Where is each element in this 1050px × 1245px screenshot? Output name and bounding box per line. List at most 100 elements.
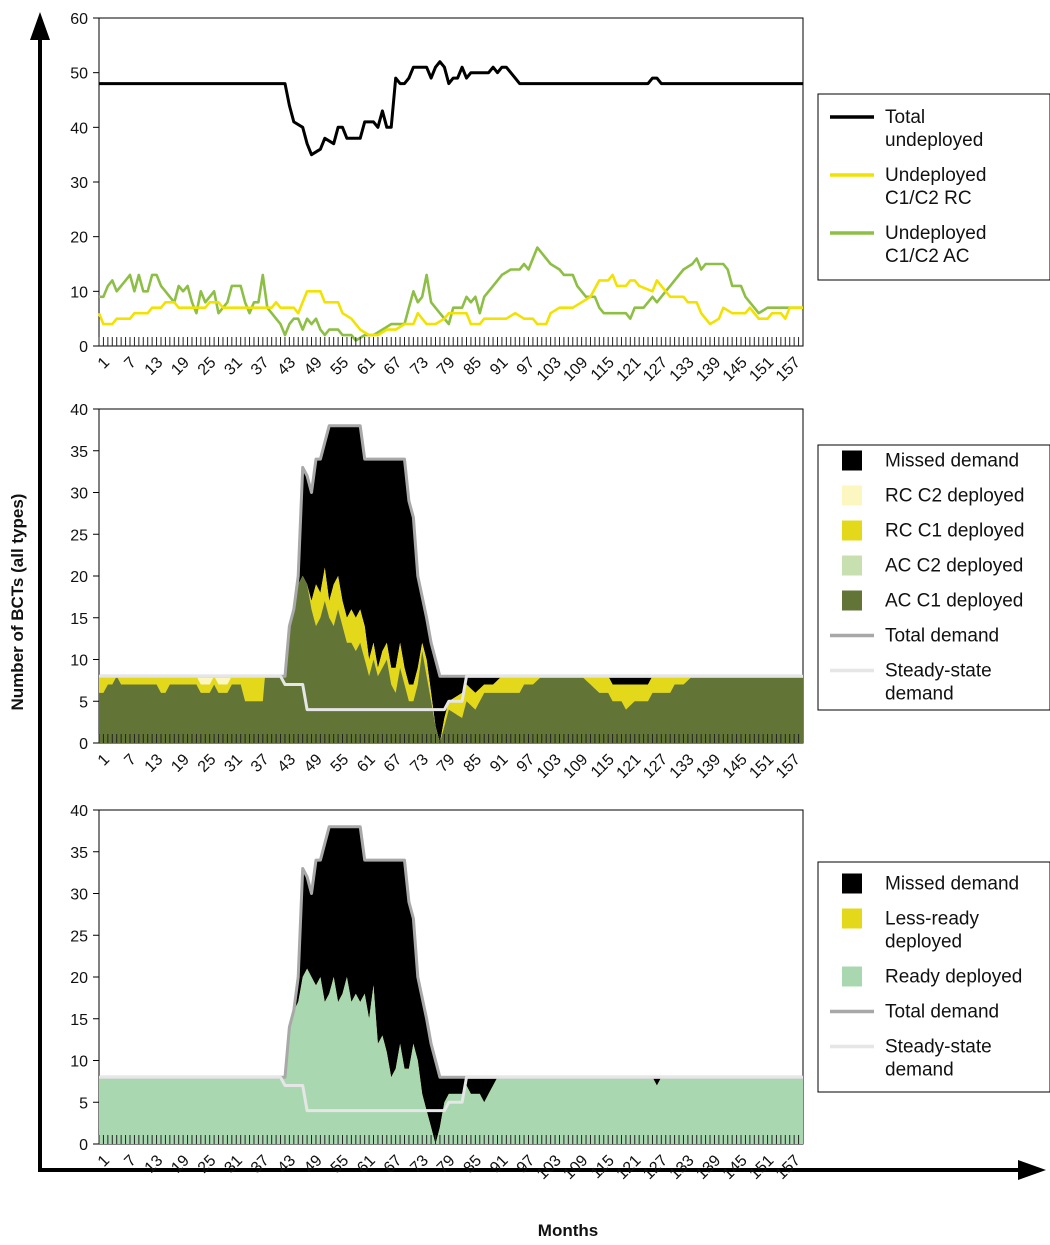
x-tick-label: 157 xyxy=(773,1152,804,1183)
area-ac-c1 xyxy=(99,576,803,743)
x-tick-label: 145 xyxy=(720,354,751,385)
y-tick-label: 40 xyxy=(70,803,88,820)
x-tick-label: 7 xyxy=(121,1152,139,1170)
x-tick-label: 133 xyxy=(667,1152,698,1183)
x-tick-label: 37 xyxy=(248,354,273,379)
x-tick-label: 127 xyxy=(640,751,671,782)
legend-label: Ready deployed xyxy=(885,967,1022,988)
x-tick-label: 127 xyxy=(640,1152,671,1183)
outer-x-axis-arrow xyxy=(1018,1160,1046,1180)
legend-label: Missed demand xyxy=(885,451,1019,472)
x-tick-label: 7 xyxy=(121,354,139,372)
x-tick-label: 121 xyxy=(614,1152,645,1183)
x-tick-label: 157 xyxy=(773,751,804,782)
x-tick-label: 19 xyxy=(168,751,193,776)
chart-deployed-by-readiness: 1 7 13 19 25 31 37 43 49 55 61 67 73 79 85 91 9710310911… xyxy=(70,803,1050,1183)
x-tick-label: 103 xyxy=(534,1152,565,1183)
y-tick-label: 25 xyxy=(70,928,88,945)
x-tick-label: 1 xyxy=(95,1152,113,1170)
x-tick-label: 91 xyxy=(487,751,512,776)
x-tick-label: 1 xyxy=(95,751,113,769)
x-tick-label: 139 xyxy=(693,354,724,385)
line-total-demand xyxy=(99,424,803,678)
x-tick-label: 133 xyxy=(667,354,698,385)
x-tick-label: 61 xyxy=(354,354,379,379)
x-tick-label: 31 xyxy=(221,354,246,379)
outer-axes xyxy=(30,12,1046,1180)
y-tick-label: 40 xyxy=(70,402,88,419)
x-tick-label: 109 xyxy=(560,751,591,782)
legend-label: C1/C2 RC xyxy=(885,188,972,209)
y-tick-layer: 0 5 10 15 20 25 30 35 40 xyxy=(70,803,99,1154)
demand-line-layer xyxy=(99,424,803,712)
x-tick-label: 73 xyxy=(407,1152,432,1177)
x-tick-label: 25 xyxy=(195,1152,220,1177)
x-tick-label: 85 xyxy=(461,1152,486,1177)
x-tick-label: 31 xyxy=(221,1152,246,1177)
legend-label: Total demand xyxy=(885,1002,999,1023)
x-tick-label: 151 xyxy=(746,1152,777,1183)
x-tick-label: 139 xyxy=(693,1152,724,1183)
x-tick-label: 115 xyxy=(588,354,618,384)
y-tick-label: 15 xyxy=(70,1012,88,1029)
y-tick-label: 0 xyxy=(79,736,88,753)
x-tick-label: 151 xyxy=(746,751,777,782)
y-tick-label: 30 xyxy=(70,887,88,904)
y-tick-label: 60 xyxy=(70,11,88,28)
x-tick-label: 157 xyxy=(773,354,804,385)
y-tick-label: 20 xyxy=(70,569,88,586)
y-tick-label: 35 xyxy=(70,845,88,862)
y-tick-label: 15 xyxy=(70,611,88,628)
x-tick-label: 25 xyxy=(195,751,220,776)
legend-label: Undeployed xyxy=(885,223,986,244)
y-tick-label: 20 xyxy=(70,970,88,987)
line-total-demand xyxy=(99,825,803,1079)
y-tick-label: 20 xyxy=(70,230,88,247)
x-tick-label: 67 xyxy=(381,1152,406,1177)
x-tick-label: 43 xyxy=(275,354,300,379)
x-tick-label: 85 xyxy=(461,751,486,776)
x-tick-label: 55 xyxy=(328,1152,353,1177)
x-tick-label: 31 xyxy=(221,751,246,776)
x-tick-label: 85 xyxy=(461,354,486,379)
series-total-undeployed xyxy=(99,60,803,157)
legend: Missed demand RC C2 deployed RC C1 deploye… xyxy=(830,450,1024,705)
y-tick-label: 10 xyxy=(70,284,88,301)
x-tick-label: 121 xyxy=(614,354,645,385)
legend-label: demand xyxy=(885,1060,954,1081)
x-tick-label: 103 xyxy=(534,354,565,385)
line-steady-state-demand xyxy=(99,674,803,712)
legend-label: Undeployed xyxy=(885,165,986,186)
legend-label: Missed demand xyxy=(885,874,1019,895)
y-tick-label: 10 xyxy=(70,1054,88,1071)
x-tick-label: 61 xyxy=(354,751,379,776)
x-tick-label: 151 xyxy=(746,354,777,385)
x-tick-label: 1 xyxy=(95,354,113,372)
chart-undeployed: 1 7 13 19 25 31 37 43 49 55 61 67 73 79 85 91 9710310911… xyxy=(70,11,1050,385)
legend-item-missed: Missed demand xyxy=(842,873,1019,895)
y-tick-layer: 0 10 20 30 40 50 60 xyxy=(70,11,99,356)
x-tick-label: 79 xyxy=(434,751,459,776)
x-tick-label: 25 xyxy=(195,354,220,379)
x-tick-label: 7 xyxy=(121,751,139,769)
legend-swatch xyxy=(842,520,862,541)
y-tick-label: 5 xyxy=(79,1095,88,1112)
x-tick-label: 49 xyxy=(301,751,326,776)
legend-label: Steady-state xyxy=(885,1037,992,1058)
x-axis-title: Months xyxy=(538,1221,598,1240)
x-tick-label: 67 xyxy=(381,354,406,379)
legend-label: undeployed xyxy=(885,130,983,151)
legend-label: demand xyxy=(885,684,954,705)
area-ready xyxy=(99,968,803,1144)
x-tick-label: 91 xyxy=(487,354,512,379)
legend-item-ready: Ready deployed xyxy=(842,966,1022,988)
y-tick-label: 35 xyxy=(70,444,88,461)
y-tick-label: 10 xyxy=(70,653,88,670)
legend-label: RC C1 deployed xyxy=(885,521,1024,542)
legend-label: C1/C2 AC xyxy=(885,246,969,267)
demand-line-layer xyxy=(99,825,803,1113)
x-tick-label: 49 xyxy=(301,354,326,379)
